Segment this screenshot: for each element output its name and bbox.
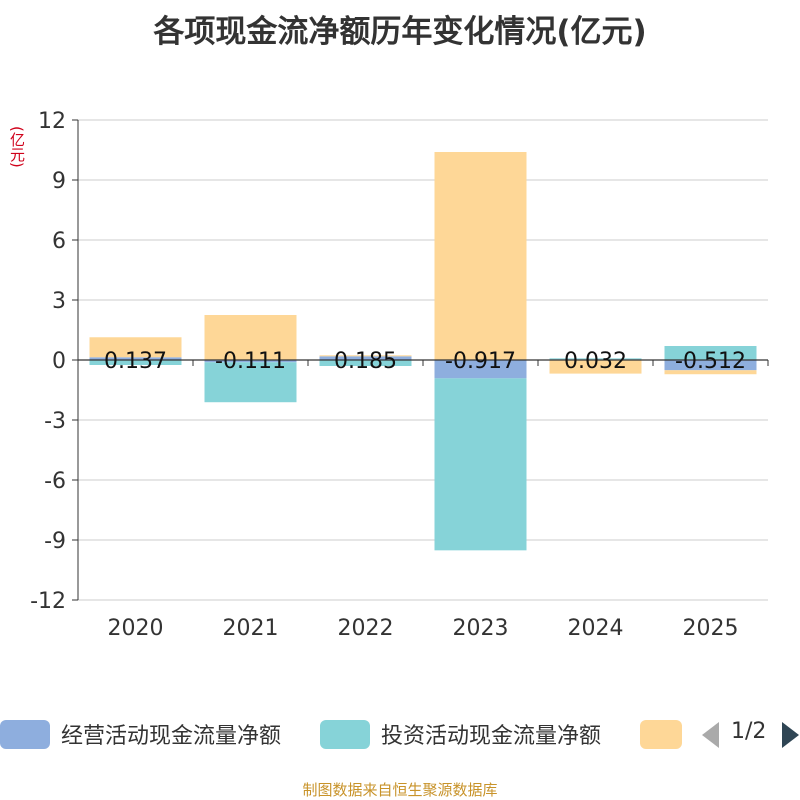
legend-item-operating[interactable]: 经营活动现金流量净额 [0,716,281,752]
x-tick-label: 2022 [338,616,394,641]
data-label-operating: 0.185 [334,349,397,374]
x-tick-label: 2023 [453,616,509,641]
bars [89,152,757,551]
y-tick-label: 0 [52,349,66,374]
legend-item-investing[interactable]: 投资活动现金流量净额 [320,716,601,752]
bar-operating-2020 [89,357,182,360]
legend-prev-page-icon[interactable] [702,722,719,748]
bar-financing-2022 [319,355,412,357]
bar-investing-2021 [204,362,297,403]
legend: 经营活动现金流量净额 投资活动现金流量净额 1/2 [0,716,800,752]
bar-financing-2023 [434,152,527,360]
bar-investing-2023 [434,378,527,551]
y-tick-label: -6 [44,469,66,494]
legend-next-page-icon[interactable] [782,722,799,748]
bar-investing-2025 [664,346,757,360]
bar-investing-2024 [549,358,642,360]
bar-financing-2024 [549,360,642,374]
data-labels: 0.137 -0.111 0.185 -0.917 0.032 -0.512 [104,349,746,374]
legend-swatch-financing [640,719,682,749]
legend-page-indicator: 1/2 [731,719,767,744]
y-tick-label: -3 [44,409,66,434]
bar-financing-2025 [664,370,757,375]
data-label-operating: -0.512 [675,349,746,374]
bar-financing-2021 [204,315,297,360]
y-tick-label: 6 [52,229,66,254]
y-tick-label: -12 [30,589,66,614]
y-tick-label: 9 [52,169,66,194]
y-tick-label: 12 [38,109,66,134]
data-source-note: 制图数据来自恒生聚源数据库 [302,781,498,799]
chart-title: 各项现金流净额历年变化情况(亿元) [153,14,647,50]
legend-item-financing[interactable] [640,716,682,752]
y-tick-label: -9 [44,529,66,554]
x-tick-label: 2024 [568,616,624,641]
bar-operating-2025 [664,360,757,371]
x-tick-label: 2020 [108,616,164,641]
legend-swatch-investing [320,719,370,749]
data-label-operating: -0.111 [215,349,286,374]
y-axis-unit-label: (亿元) [8,126,26,168]
x-tick-label: 2021 [223,616,279,641]
bar-operating-2022 [319,356,412,360]
bar-investing-2022 [319,360,412,366]
bar-operating-2023 [434,360,527,379]
legend-label-operating: 经营活动现金流量净额 [61,724,282,749]
bar-operating-2021 [204,360,297,363]
axes: 12 9 6 3 0 -3 -6 -9 -12 2020 2021 2022 2023 2024 2025 [30,109,769,641]
bar-financing-2020 [89,337,182,358]
data-label-operating: 0.137 [104,349,167,374]
bar-investing-2020 [89,360,182,365]
data-label-operating: -0.917 [445,349,516,374]
y-tick-label: 3 [52,289,66,314]
data-label-operating: 0.032 [564,349,627,374]
x-tick-label: 2025 [683,616,739,641]
legend-swatch-operating [0,719,50,749]
legend-label-investing: 投资活动现金流量净额 [381,724,602,749]
grid-lines [78,119,768,601]
